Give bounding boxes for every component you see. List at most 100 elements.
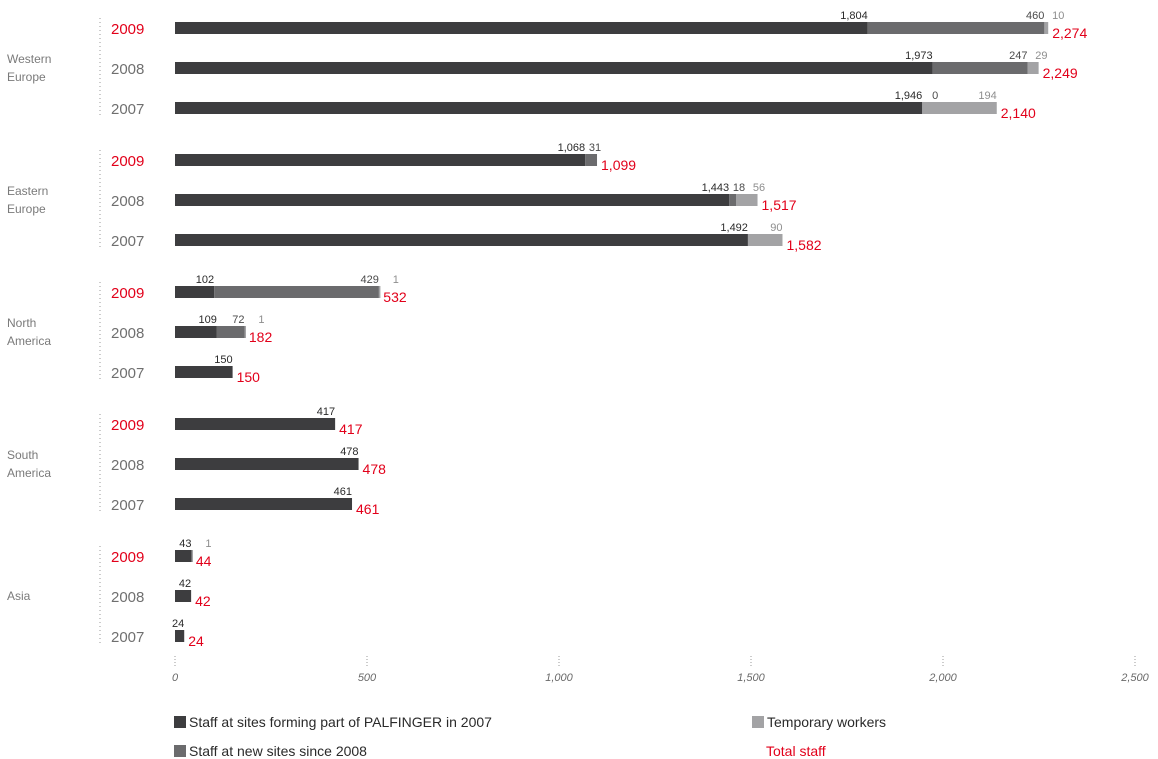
total-value-label: 24 — [188, 633, 204, 649]
bar-segment-temporary — [244, 326, 247, 338]
year-label: 2009 — [111, 21, 144, 38]
total-value-label: 2,249 — [1043, 65, 1078, 81]
segment-value-label: 1 — [205, 538, 211, 550]
segment-value-label: 29 — [1035, 50, 1047, 62]
segment-value-label: 24 — [172, 618, 184, 630]
total-value-label: 2,140 — [1001, 105, 1036, 121]
segment-value-label: 1,804 — [840, 10, 868, 22]
total-value-label: 1,099 — [601, 157, 636, 173]
segment-value-label: 150 — [214, 354, 232, 366]
segment-value-label: 194 — [978, 90, 996, 102]
total-value-label: 417 — [339, 421, 363, 437]
bar-segment-staff-2007 — [175, 326, 217, 338]
segment-value-label: 461 — [334, 486, 352, 498]
region-label: North America — [7, 316, 51, 348]
segment-value-label: 1,068 — [558, 142, 586, 154]
segment-value-label: 56 — [753, 182, 765, 194]
segment-value-label: 42 — [179, 578, 191, 590]
total-value-label: 478 — [363, 461, 387, 477]
total-value-label: 532 — [383, 289, 407, 305]
year-label: 2007 — [111, 101, 144, 118]
year-label: 2007 — [111, 233, 144, 250]
bar-segment-staff-2007 — [175, 458, 359, 470]
bar-segment-staff-2007 — [175, 62, 933, 74]
segment-value-label: 478 — [340, 446, 358, 458]
legend-item-new-sites: Staff at new sites since 2008 — [174, 743, 367, 759]
x-tick-label: 2,500 — [1120, 672, 1149, 684]
year-label: 2009 — [111, 285, 144, 302]
bar-segment-staff-2007 — [175, 498, 353, 510]
segment-value-label: 1 — [393, 274, 399, 286]
region-label: Western Europe — [7, 52, 51, 84]
legend-swatch-staff-2007 — [174, 716, 186, 728]
bar-segment-staff-2007 — [175, 154, 586, 166]
total-value-label: 182 — [249, 329, 273, 345]
bar-segment-staff-2007 — [175, 234, 748, 246]
bar-segment-temporary — [736, 194, 758, 206]
legend-swatch-temporary — [752, 716, 764, 728]
bar-segment-staff-2007 — [175, 102, 923, 114]
bar-segment-temporary — [922, 102, 997, 114]
year-label: 2008 — [111, 457, 144, 474]
year-label: 2009 — [111, 417, 144, 434]
segment-value-label: 417 — [317, 406, 335, 418]
bar-segment-staff-2007 — [175, 22, 868, 34]
year-label: 2009 — [111, 549, 144, 566]
total-value-label: 42 — [195, 593, 211, 609]
segment-value-label: 0 — [932, 90, 938, 102]
bar-segment-staff-2007 — [175, 590, 192, 602]
segment-value-label: 1,973 — [905, 50, 933, 62]
segment-value-label: 43 — [179, 538, 191, 550]
bar-segment-staff-2007 — [175, 418, 336, 430]
bar-segment-temporary — [378, 286, 381, 298]
year-label: 2009 — [111, 153, 144, 170]
year-label: 2007 — [111, 629, 144, 646]
region-label: Asia — [7, 589, 31, 603]
bar-segment-staff-2007 — [175, 366, 233, 378]
total-value-label: 44 — [196, 553, 212, 569]
bar-segment-new-sites — [214, 286, 379, 298]
year-label: 2008 — [111, 325, 144, 342]
year-label: 2008 — [111, 193, 144, 210]
bar-segment-staff-2007 — [175, 286, 215, 298]
segment-value-label: 429 — [361, 274, 379, 286]
segment-value-label: 10 — [1052, 10, 1064, 22]
legend-item-temporary: Temporary workers — [752, 714, 886, 730]
total-value-label: 2,274 — [1052, 25, 1087, 41]
segment-value-label: 1,492 — [720, 222, 748, 234]
total-value-label: 461 — [356, 501, 380, 517]
segment-value-label: 1,443 — [702, 182, 730, 194]
legend-label-temporary: Temporary workers — [767, 714, 887, 730]
segment-value-label: 109 — [198, 314, 216, 326]
bar-segment-new-sites — [932, 62, 1028, 74]
x-tick-label: 0 — [172, 672, 179, 684]
legend-label-staff-2007: Staff at sites forming part of PALFINGER… — [189, 714, 492, 730]
bar-segment-new-sites — [585, 154, 598, 166]
x-tick-label: 500 — [358, 672, 377, 684]
segment-value-label: 1,946 — [895, 90, 923, 102]
x-tick-label: 1,000 — [545, 672, 573, 684]
region-label: South America — [7, 448, 51, 480]
total-value-label: 1,517 — [762, 197, 797, 213]
legend-swatch-new-sites — [174, 745, 186, 757]
segment-value-label: 247 — [1009, 50, 1027, 62]
segment-value-label: 460 — [1026, 10, 1044, 22]
legend-item-total-staff: Total staff — [766, 743, 826, 759]
bar-segment-temporary — [191, 550, 194, 562]
year-label: 2008 — [111, 61, 144, 78]
segment-value-label: 72 — [232, 314, 244, 326]
segment-value-label: 90 — [770, 222, 782, 234]
bar-segment-new-sites — [867, 22, 1045, 34]
x-tick-label: 1,500 — [737, 672, 765, 684]
segment-value-label: 1 — [258, 314, 264, 326]
bar-segment-new-sites — [729, 194, 737, 206]
bar-segment-temporary — [747, 234, 783, 246]
bar-segment-staff-2007 — [175, 194, 730, 206]
segment-value-label: 18 — [733, 182, 745, 194]
bar-segment-new-sites — [216, 326, 245, 338]
total-value-label: 150 — [237, 369, 261, 385]
legend-label-total-staff: Total staff — [766, 743, 826, 759]
year-label: 2007 — [111, 497, 144, 514]
total-value-label: 1,582 — [786, 237, 821, 253]
